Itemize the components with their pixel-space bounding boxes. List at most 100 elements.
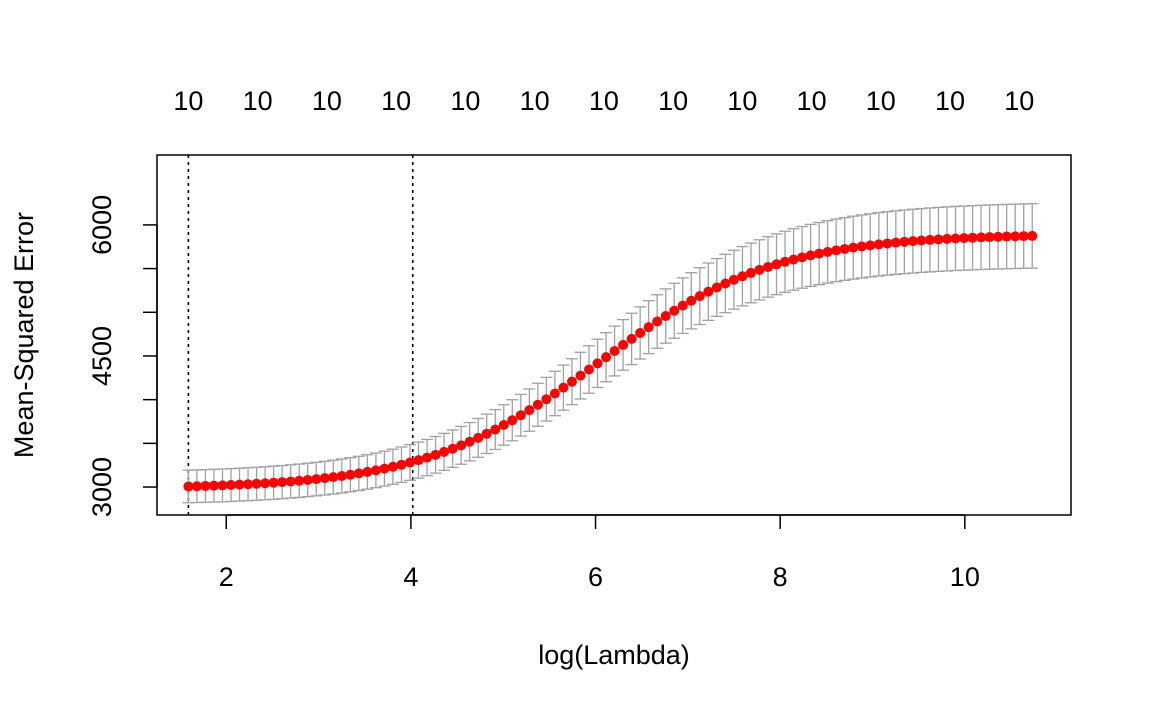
data-point xyxy=(882,238,893,249)
data-point xyxy=(873,239,884,250)
data-point xyxy=(848,242,859,253)
data-point xyxy=(234,479,245,490)
data-point xyxy=(728,274,739,285)
data-point xyxy=(464,436,475,447)
data-point xyxy=(515,410,526,421)
data-point xyxy=(456,440,467,451)
data-point xyxy=(208,480,219,491)
top-axis: 10 10 10 10 10 10 10 10 10 10 10 10 10 xyxy=(173,86,1034,116)
data-point xyxy=(328,472,339,483)
data-point xyxy=(805,250,816,261)
data-point xyxy=(481,428,492,439)
data-point xyxy=(336,470,347,481)
data-point xyxy=(711,282,722,293)
data-point xyxy=(865,240,876,251)
data-point xyxy=(532,399,543,410)
x-tick-label: 4 xyxy=(403,562,418,592)
data-point xyxy=(618,339,629,350)
data-point xyxy=(430,449,441,460)
data-point xyxy=(652,316,663,327)
y-tick-label: 6000 xyxy=(87,195,117,255)
data-point xyxy=(660,311,671,322)
data-point xyxy=(405,457,416,468)
data-point xyxy=(311,474,322,485)
data-point xyxy=(1018,231,1029,242)
data-point xyxy=(899,236,910,247)
data-point xyxy=(294,475,305,486)
x-tick-label: 10 xyxy=(950,562,980,592)
data-point xyxy=(302,474,313,485)
x-tick-label: 8 xyxy=(773,562,788,592)
y-axis-title: Mean-Squared Error xyxy=(9,212,39,458)
data-point xyxy=(967,232,978,243)
data-point xyxy=(780,256,791,267)
data-point xyxy=(601,352,612,363)
data-point xyxy=(669,305,680,316)
data-point xyxy=(353,468,364,479)
data-point xyxy=(473,432,484,443)
data-point xyxy=(226,480,237,491)
data-point xyxy=(984,232,995,243)
data-point xyxy=(677,300,688,311)
data-point xyxy=(907,236,918,247)
data-point xyxy=(396,459,407,470)
data-point xyxy=(737,271,748,282)
data-point xyxy=(566,376,577,387)
data-point xyxy=(387,461,398,472)
data-point xyxy=(745,267,756,278)
data-point xyxy=(797,252,808,263)
data-point xyxy=(345,469,356,480)
data-point xyxy=(686,295,697,306)
data-point xyxy=(1001,231,1012,242)
data-point xyxy=(422,452,433,463)
data-point xyxy=(524,405,535,416)
data-point xyxy=(217,480,228,491)
data-point xyxy=(439,446,450,457)
y-axis: 3000 4500 6000 xyxy=(87,195,158,517)
data-point xyxy=(643,322,654,333)
data-point xyxy=(447,443,458,454)
data-point xyxy=(549,388,560,399)
y-tick-label: 4500 xyxy=(87,326,117,386)
top-axis-label: 10 xyxy=(727,86,757,116)
y-tick-label: 3000 xyxy=(87,457,117,517)
data-point xyxy=(635,327,646,338)
data-point xyxy=(191,481,202,492)
data-point xyxy=(1010,231,1021,242)
data-point xyxy=(762,261,773,272)
top-axis-label: 10 xyxy=(935,86,965,116)
data-point xyxy=(754,264,765,275)
data-point xyxy=(609,346,620,357)
x-axis: 2 4 6 8 10 xyxy=(219,514,980,592)
data-point xyxy=(976,232,987,243)
top-axis-label: 10 xyxy=(658,86,688,116)
data-point xyxy=(507,415,518,426)
top-axis-label: 10 xyxy=(866,86,896,116)
data-point xyxy=(592,358,603,369)
top-axis-label: 10 xyxy=(589,86,619,116)
data-point xyxy=(822,246,833,257)
data-point xyxy=(626,333,637,344)
data-point xyxy=(924,234,935,245)
data-point xyxy=(541,394,552,405)
data-point xyxy=(771,259,782,270)
top-axis-label: 10 xyxy=(1004,86,1034,116)
data-point xyxy=(183,481,194,492)
data-point xyxy=(558,382,569,393)
data-point xyxy=(703,286,714,297)
data-point xyxy=(890,237,901,248)
data-point xyxy=(788,254,799,265)
data-point xyxy=(916,235,927,246)
x-tick-label: 2 xyxy=(219,562,234,592)
data-point xyxy=(370,465,381,476)
data-point xyxy=(839,243,850,254)
x-tick-label: 6 xyxy=(588,562,603,592)
top-axis-label: 10 xyxy=(312,86,342,116)
data-point xyxy=(277,477,288,488)
data-point xyxy=(831,245,842,256)
data-point xyxy=(959,233,970,244)
data-point xyxy=(856,241,867,252)
data-points xyxy=(183,230,1038,492)
data-point xyxy=(575,370,586,381)
top-axis-label: 10 xyxy=(173,86,203,116)
